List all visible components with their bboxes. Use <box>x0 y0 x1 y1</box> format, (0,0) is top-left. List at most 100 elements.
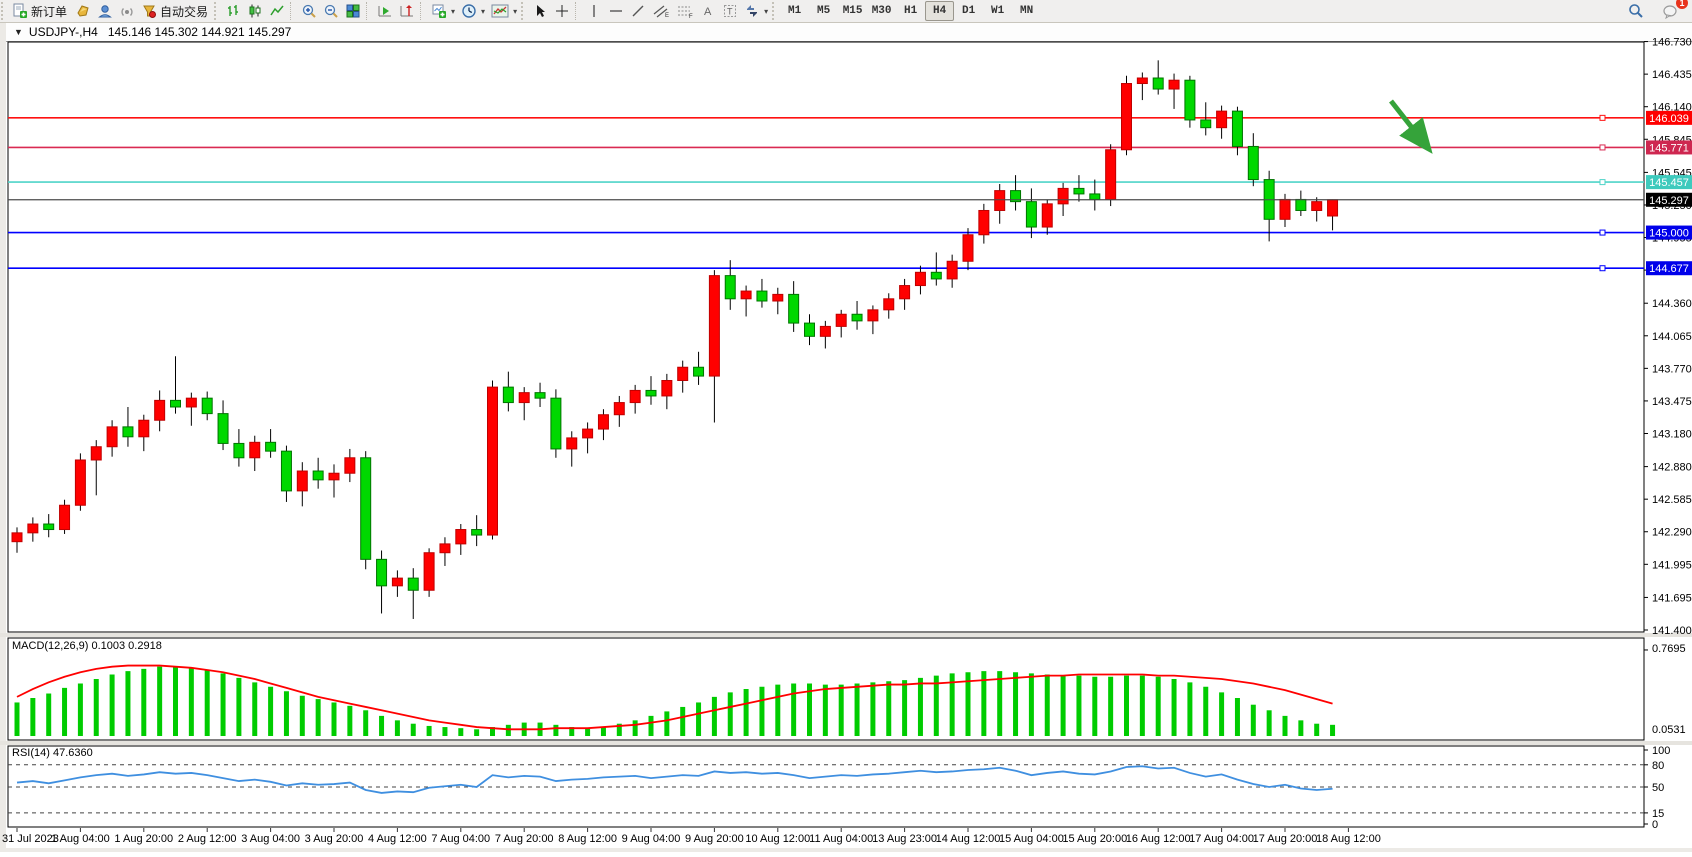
rsi-line <box>16 765 1333 794</box>
horizontal-line-tool[interactable] <box>605 1 627 21</box>
rsi-axis-label: 80 <box>1652 760 1664 772</box>
panel-splitter[interactable] <box>0 741 1692 745</box>
candle <box>962 234 974 262</box>
candle <box>280 450 292 492</box>
toolbar-grip[interactable] <box>521 2 528 20</box>
timeframe-d1[interactable]: D1 <box>961 5 976 17</box>
chart-shift-button[interactable] <box>396 1 418 21</box>
periods-button[interactable]: ▾ <box>458 1 488 21</box>
toolbar-grip[interactable] <box>214 2 221 20</box>
search-button[interactable] <box>1625 1 1647 21</box>
candle <box>693 366 705 377</box>
candle <box>407 577 419 591</box>
candle <box>1216 110 1228 129</box>
main-chart-panel[interactable] <box>7 41 1645 633</box>
timeframe-m5[interactable]: M5 <box>816 5 831 17</box>
hline-price-label: 145.457 <box>1649 177 1689 189</box>
arrows-tool[interactable]: ▾ <box>741 1 771 21</box>
zoom-in-button[interactable] <box>298 1 320 21</box>
trendline-tool[interactable] <box>627 1 649 21</box>
candle <box>1136 77 1148 85</box>
candle <box>11 532 23 543</box>
label-tool[interactable]: T <box>719 1 741 21</box>
candle <box>265 441 277 452</box>
fibonacci-tool[interactable]: F <box>673 1 697 21</box>
zoom-in-icon <box>302 4 316 18</box>
panel-splitter[interactable] <box>0 633 1692 637</box>
candle <box>138 419 150 438</box>
tile-windows-button[interactable] <box>342 1 364 21</box>
autotrading-button[interactable]: 自动交易 <box>138 1 213 21</box>
timeframe-h4[interactable]: H4 <box>925 1 955 21</box>
rsi-name: RSI(14) <box>12 747 50 759</box>
channel-tool[interactable]: E <box>649 1 673 21</box>
new-order-label: 新订单 <box>31 4 68 19</box>
signals-button[interactable] <box>116 1 138 21</box>
hline-handle[interactable] <box>1599 229 1606 236</box>
search-icon <box>1629 4 1643 18</box>
crosshair-button[interactable] <box>551 1 573 21</box>
hline-handle[interactable] <box>1599 265 1606 272</box>
rsi-indicator-label: RSI(14) 47.6360 <box>12 747 93 759</box>
timeframe-m1[interactable]: M1 <box>787 5 802 17</box>
cursor-button[interactable] <box>529 1 551 21</box>
crosshair-icon <box>556 5 569 17</box>
timeframe-w1[interactable]: W1 <box>990 5 1005 17</box>
timeframe-mn[interactable]: MN <box>1019 5 1034 17</box>
candle <box>756 290 768 302</box>
price-tick-label: 143.180 <box>1652 428 1692 440</box>
candle <box>1200 119 1212 129</box>
price-tick-label: 141.400 <box>1652 625 1692 637</box>
hline-handle[interactable] <box>1599 179 1606 186</box>
hline-handle[interactable] <box>1599 144 1606 151</box>
templates-button[interactable]: ▾ <box>488 1 520 21</box>
clock-icon <box>462 4 476 18</box>
rsi-axis-label: 0 <box>1652 819 1658 831</box>
trend-arrow-object[interactable] <box>1389 99 1433 154</box>
macd-indicator-label: MACD(12,26,9) 0.1003 0.2918 <box>12 640 162 652</box>
hline-price-flag <box>1646 261 1692 276</box>
timeframe-m30[interactable]: M30 <box>871 5 892 17</box>
hline-price-flag <box>1646 192 1692 207</box>
candle <box>502 386 514 404</box>
notifications-button[interactable]: 1 <box>1659 0 1688 21</box>
candle <box>645 389 657 397</box>
candle <box>1295 198 1307 211</box>
candle <box>946 260 958 280</box>
collapse-icon[interactable]: ▼ <box>14 26 23 37</box>
line-chart-icon <box>270 5 284 16</box>
candle <box>455 529 467 545</box>
candle <box>170 399 181 408</box>
candle <box>122 426 134 438</box>
bar-chart-button[interactable] <box>222 1 244 21</box>
candle <box>249 441 261 459</box>
vertical-line-tool[interactable] <box>583 1 605 21</box>
zoom-out-button[interactable] <box>320 1 342 21</box>
navigator-button[interactable] <box>94 1 116 21</box>
new-chart-button[interactable]: ▾ <box>428 1 458 21</box>
timeframe-h1[interactable]: H1 <box>903 5 918 17</box>
line-chart-button[interactable] <box>266 1 288 21</box>
hline-price-flag <box>1646 175 1692 190</box>
chat-bubble-icon <box>1663 5 1677 19</box>
candle <box>1168 79 1180 90</box>
candle <box>233 442 245 459</box>
toolbar-grip[interactable] <box>1 2 8 20</box>
hline-handle[interactable] <box>1599 114 1606 121</box>
auto-scroll-button[interactable] <box>374 1 396 21</box>
chart-profile-button[interactable] <box>72 1 94 21</box>
timeframe-m15[interactable]: M15 <box>842 5 863 17</box>
new-order-icon <box>13 3 27 18</box>
hline-price-label: 146.039 <box>1649 113 1689 125</box>
time-label: 7 Aug 04:00 <box>431 833 490 845</box>
hline-price-label: 145.771 <box>1649 142 1689 154</box>
text-tool[interactable]: A <box>697 1 719 21</box>
new-order-button[interactable]: 新订单 <box>9 1 72 21</box>
toolbar-grip[interactable] <box>772 2 779 20</box>
auto-scroll-icon <box>378 6 392 17</box>
candlestick-button[interactable] <box>244 1 266 21</box>
candle <box>1057 187 1069 205</box>
candle <box>1184 79 1196 121</box>
time-label: 10 Aug 12:00 <box>745 833 810 845</box>
